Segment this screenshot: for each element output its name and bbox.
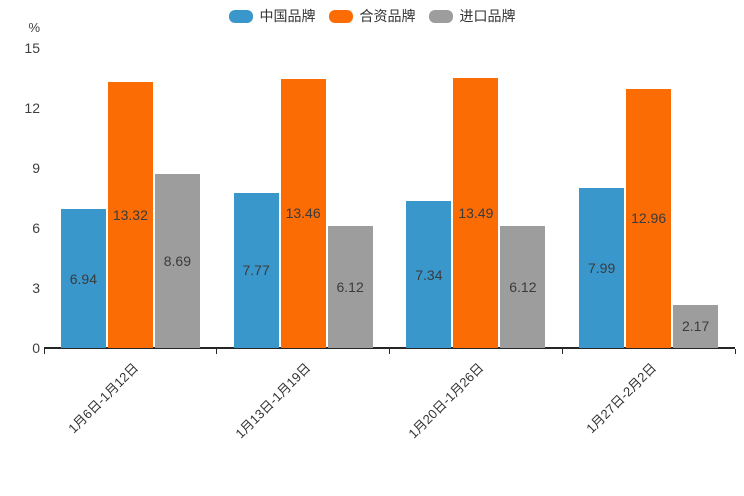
bar-value-label: 7.77 — [242, 262, 270, 279]
chart-legend: 中国品牌 合资品牌 进口品牌 — [0, 6, 744, 26]
x-axis-tick — [216, 349, 218, 354]
x-axis-label: 1月20日-1月26日 — [405, 360, 487, 442]
x-axis-label: 1月27日-2月2日 — [583, 360, 660, 437]
y-axis-tick-label: 9 — [32, 160, 40, 176]
y-axis-tick-label: 15 — [24, 40, 40, 56]
x-axis-tick — [734, 349, 736, 354]
legend-label-china-brand: 中国品牌 — [259, 8, 316, 24]
y-axis-tick-label: 0 — [32, 340, 40, 356]
legend-label-joint-venture-brand: 合资品牌 — [359, 8, 416, 24]
x-axis-line — [44, 347, 735, 349]
bar-joint-venture-brand-group2[interactable]: 13.46 — [280, 78, 326, 348]
x-axis-label: 1月13日-1月19日 — [232, 360, 314, 442]
bar-joint-venture-brand-group4[interactable]: 12.96 — [626, 88, 672, 348]
legend-swatch-china-brand — [228, 9, 253, 23]
x-axis-tick — [561, 349, 563, 354]
bar-value-label: 12.96 — [631, 210, 667, 227]
bar-value-label: 13.32 — [112, 206, 148, 223]
bar-joint-venture-brand-group1[interactable]: 13.32 — [107, 81, 153, 348]
x-axis-tick — [43, 349, 45, 354]
bar-value-label: 8.69 — [163, 253, 191, 270]
y-axis-tick-label: 6 — [32, 220, 40, 236]
legend-swatch-import-brand — [428, 9, 453, 23]
legend-swatch-joint-venture-brand — [328, 9, 353, 23]
bar-value-label: 6.12 — [509, 278, 537, 295]
bar-import-brand-group3[interactable]: 6.12 — [500, 225, 546, 348]
legend-item-china-brand[interactable]: 中国品牌 — [228, 6, 316, 26]
y-axis-unit-label: % — [28, 20, 40, 35]
bar-value-label: 13.49 — [458, 205, 494, 222]
bar-value-label: 2.17 — [682, 318, 710, 335]
x-axis-tick — [389, 349, 390, 354]
bar-value-label: 13.46 — [285, 205, 321, 222]
bar-china-brand-group3[interactable]: 7.34 — [406, 201, 452, 348]
legend-item-joint-venture-brand[interactable]: 合资品牌 — [328, 6, 416, 26]
legend-item-import-brand[interactable]: 进口品牌 — [428, 6, 516, 26]
x-axis-label: 1月6日-1月12日 — [65, 360, 142, 437]
bar-import-brand-group1[interactable]: 8.69 — [154, 174, 200, 348]
legend-label-import-brand: 进口品牌 — [459, 8, 516, 24]
bar-value-label: 6.12 — [336, 278, 364, 295]
bar-value-label: 6.94 — [69, 270, 97, 287]
bar-value-label: 7.99 — [588, 260, 616, 277]
y-axis-tick-label: 12 — [24, 100, 40, 116]
y-axis-tick-label: 3 — [32, 280, 40, 296]
bar-value-label: 7.34 — [415, 266, 443, 283]
bar-joint-venture-brand-group3[interactable]: 13.49 — [453, 78, 499, 348]
bar-china-brand-group2[interactable]: 7.77 — [233, 192, 279, 348]
bar-import-brand-group4[interactable]: 2.17 — [673, 304, 719, 348]
bar-china-brand-group1[interactable]: 6.94 — [60, 209, 106, 348]
bar-import-brand-group2[interactable]: 6.12 — [327, 225, 373, 348]
bar-china-brand-group4[interactable]: 7.99 — [579, 188, 625, 348]
